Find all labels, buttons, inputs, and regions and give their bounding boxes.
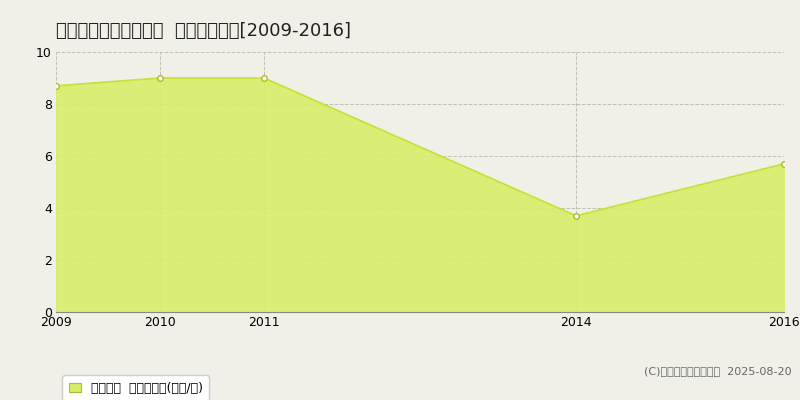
Legend: 土地価格  平均坪単価(万円/坪): 土地価格 平均坪単価(万円/坪) [62,376,210,400]
Text: (C)土地価格ドットコム  2025-08-20: (C)土地価格ドットコム 2025-08-20 [644,366,792,376]
Text: 中新川郡立山町二ツ塚  土地価格推移[2009-2016]: 中新川郡立山町二ツ塚 土地価格推移[2009-2016] [56,22,351,40]
